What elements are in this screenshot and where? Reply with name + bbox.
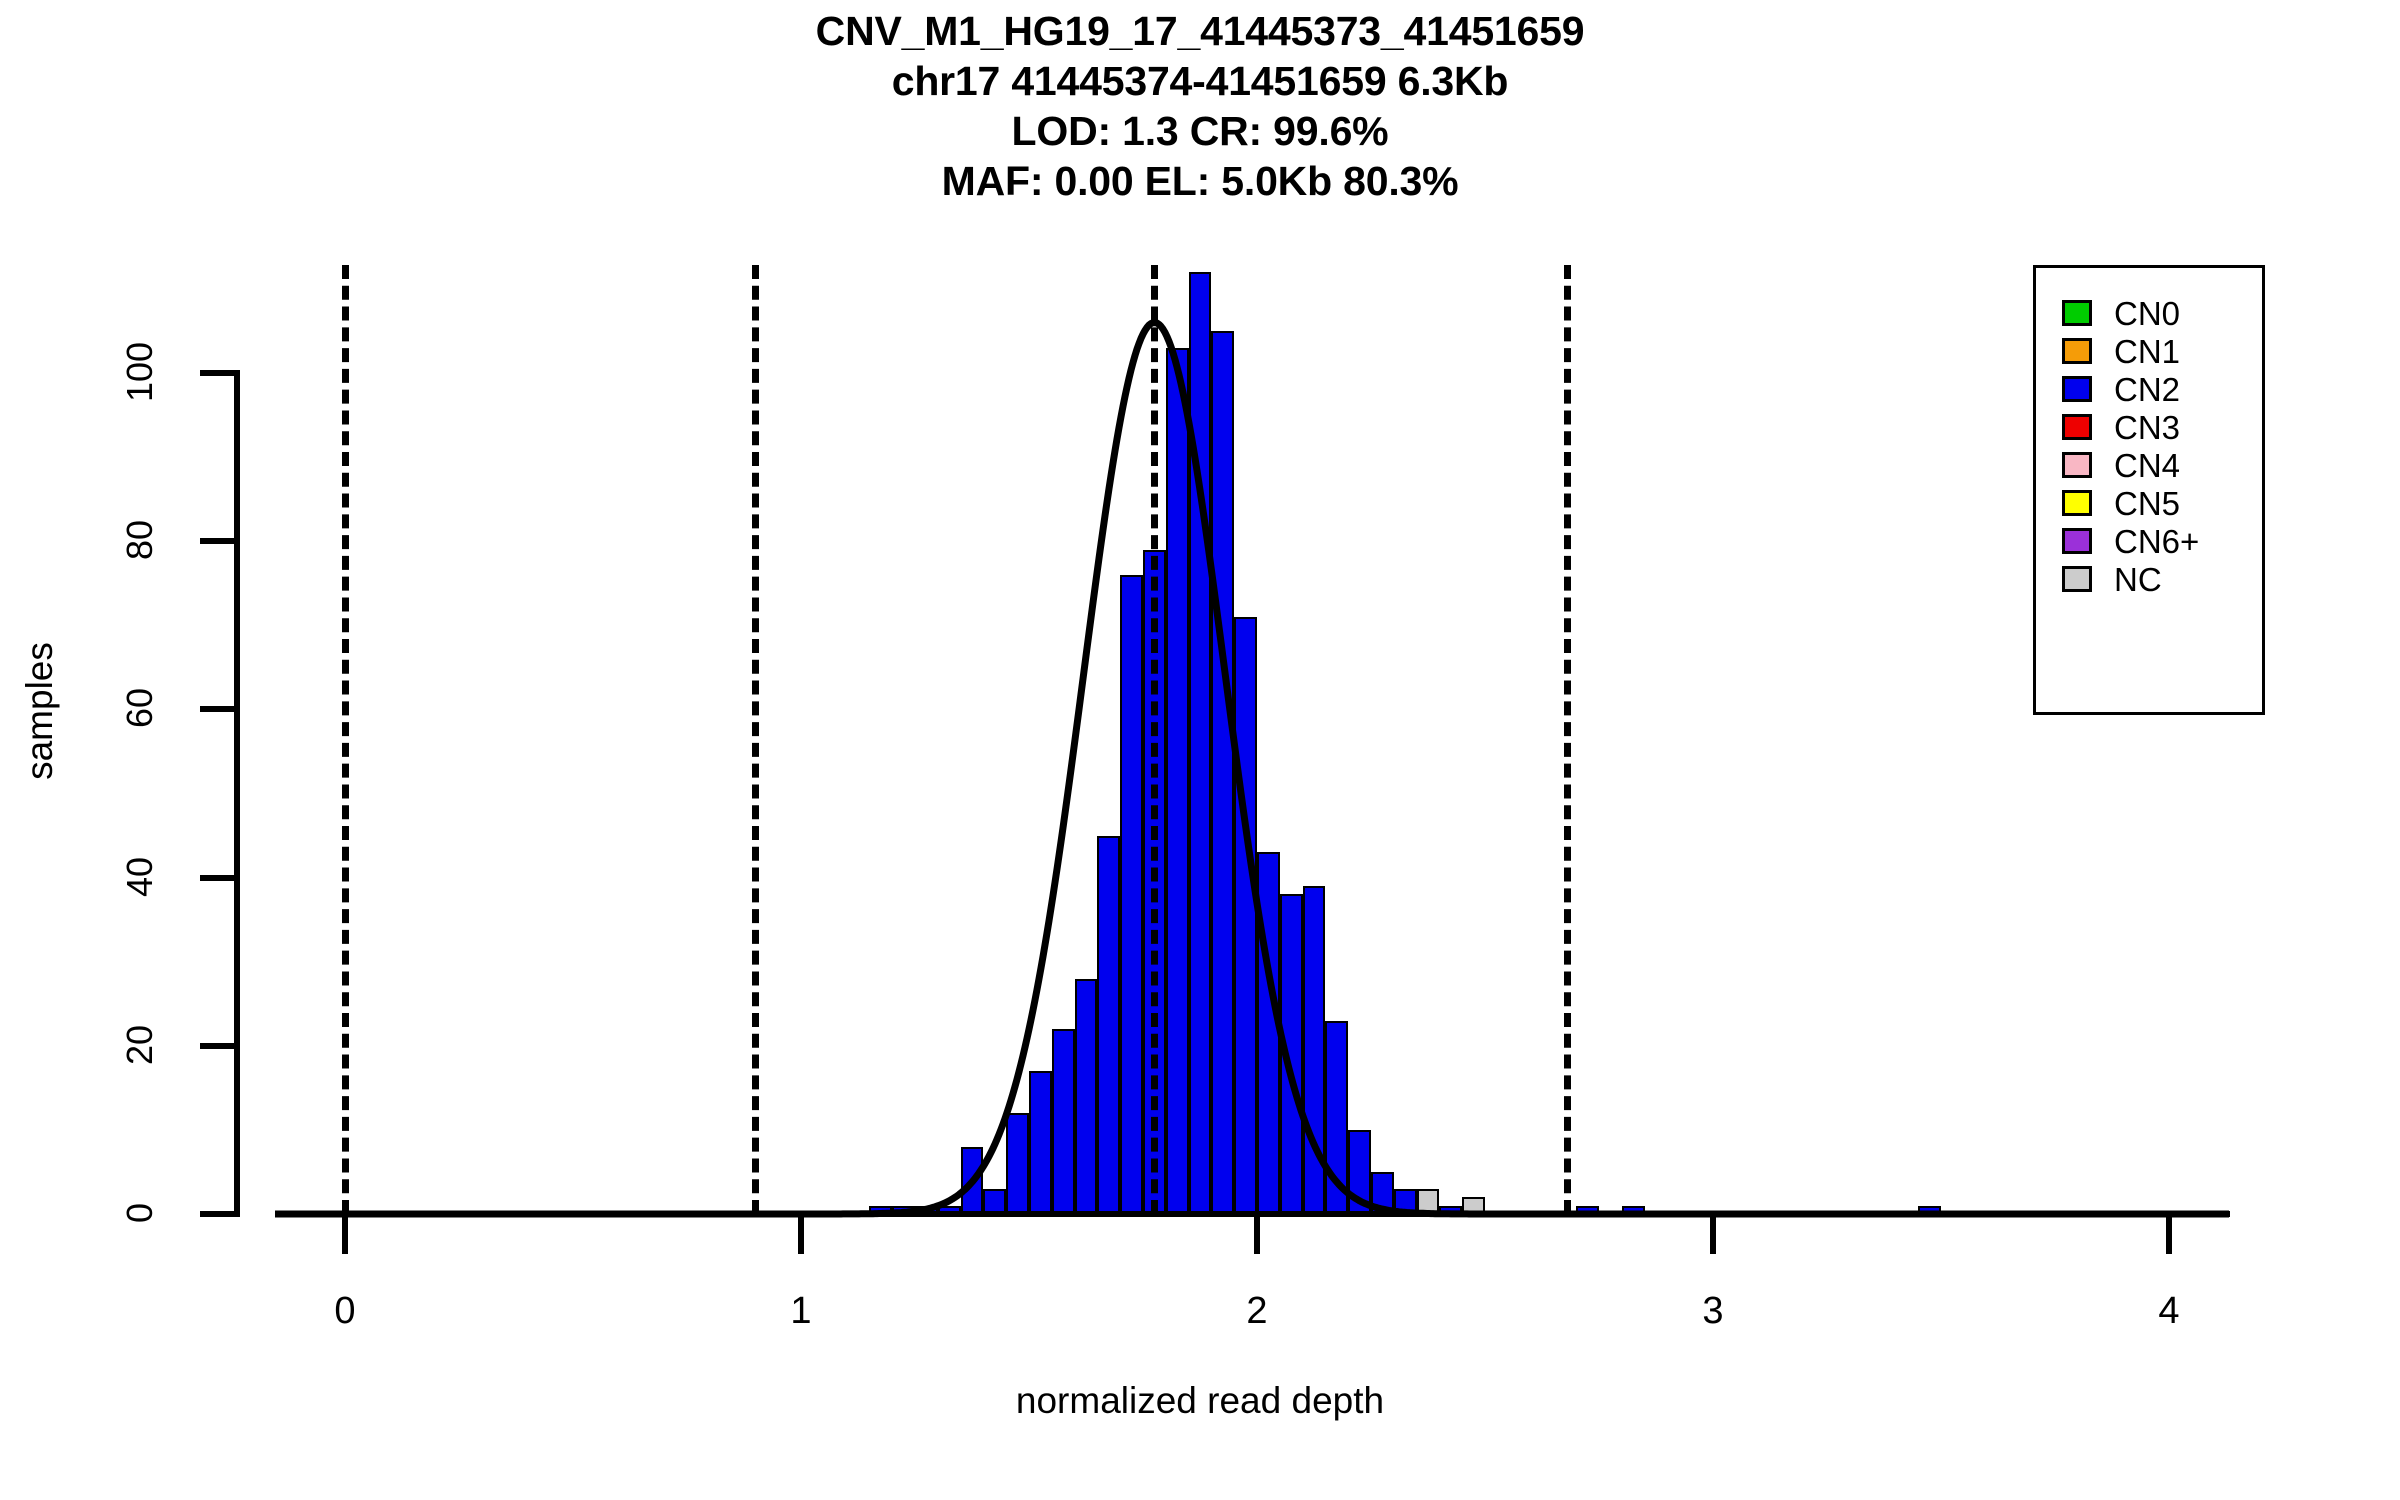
legend-item-label: CN6+ <box>2114 522 2200 560</box>
legend-item-label: CN5 <box>2114 484 2181 522</box>
histogram-bar <box>1257 852 1280 1214</box>
x-axis <box>275 1211 2230 1217</box>
x-tick-label: 2 <box>1246 1290 1268 1332</box>
legend-swatch-icon <box>2062 452 2092 478</box>
histogram-bar <box>1188 272 1212 1214</box>
histogram-bar <box>1074 978 1098 1214</box>
legend-item-label: NC <box>2114 560 2162 598</box>
histogram-bar <box>1097 835 1121 1214</box>
legend-item-label: CN4 <box>2114 446 2181 484</box>
legend-swatch-icon <box>2062 376 2092 402</box>
y-tick-mark <box>200 1211 240 1217</box>
legend-swatch-icon <box>2062 490 2092 516</box>
legend-item-cn6plus[interactable]: CN6+ <box>2062 522 2262 560</box>
histogram-bar <box>1006 1113 1029 1214</box>
title-line-4: MAF: 0.00 EL: 5.0Kb 80.3% <box>941 158 1459 204</box>
legend-item-label: CN2 <box>2114 370 2181 408</box>
legend-item-nc[interactable]: NC <box>2062 560 2262 598</box>
y-axis-label: samples <box>19 642 60 780</box>
threshold-line <box>752 265 760 1214</box>
histogram-bar <box>1302 886 1326 1214</box>
legend-item-label: CN3 <box>2114 408 2181 446</box>
legend-item-label: CN1 <box>2114 332 2181 370</box>
histogram-bar <box>1029 1071 1052 1214</box>
y-tick-label: 40 <box>119 856 160 897</box>
x-axis-label: normalized read depth <box>1015 1380 1385 1421</box>
legend-box: CN0 CN1 CN2 CN3 CN4 CN5 CN6+ NC <box>2033 265 2265 715</box>
histogram-bar <box>1234 616 1257 1214</box>
legend-swatch-icon <box>2062 300 2092 326</box>
y-tick-mark <box>200 874 240 881</box>
legend-item-cn4[interactable]: CN4 <box>2062 446 2262 484</box>
legend-swatch-icon <box>2062 338 2092 364</box>
y-tick-label: 20 <box>119 1024 160 1065</box>
histogram-bar <box>1211 330 1235 1214</box>
legend-item-cn1[interactable]: CN1 <box>2062 332 2262 370</box>
x-tick-mark <box>798 1214 804 1254</box>
histogram-bar <box>1165 347 1189 1214</box>
y-tick-label: 100 <box>119 341 160 403</box>
x-tick-label: 4 <box>2158 1290 2180 1332</box>
legend-item-label: CN0 <box>2114 294 2181 332</box>
y-tick-label: 80 <box>119 520 160 561</box>
legend-item-cn2[interactable]: CN2 <box>2062 370 2262 408</box>
threshold-line <box>342 265 349 1214</box>
x-tick-mark <box>342 1214 348 1254</box>
histogram-bar <box>1120 574 1143 1214</box>
title-line-1: CNV_M1_HG19_17_41445373_41451659 <box>815 8 1585 54</box>
y-tick-label: 60 <box>119 688 160 729</box>
legend-swatch-icon <box>2062 566 2092 592</box>
histogram-bar <box>1051 1028 1075 1214</box>
y-tick-mark <box>200 538 240 545</box>
histogram-bar <box>1371 1171 1394 1214</box>
y-tick-mark <box>200 1042 240 1049</box>
x-tick-label: 1 <box>790 1290 812 1332</box>
threshold-line <box>1151 265 1159 1214</box>
histogram-bar <box>960 1146 984 1214</box>
histogram-bar <box>1348 1129 1371 1214</box>
y-tick-mark <box>200 370 240 376</box>
threshold-line <box>1564 265 1572 1214</box>
legend-swatch-icon <box>2062 528 2092 554</box>
y-tick-label: 0 <box>119 1202 160 1224</box>
y-axis <box>234 373 240 1217</box>
x-tick-mark <box>1254 1214 1260 1254</box>
histogram-bar <box>1325 1020 1349 1214</box>
chart-title: CNV_M1_HG19_17_41445373_41451659 chr17 4… <box>0 6 2400 206</box>
x-tick-mark <box>2166 1214 2172 1254</box>
title-line-3: LOD: 1.3 CR: 99.6% <box>1011 108 1389 154</box>
y-tick-mark <box>200 706 240 713</box>
histogram-bar <box>1279 894 1303 1214</box>
x-tick-label: 0 <box>334 1290 356 1332</box>
title-line-2: chr17 41445374-41451659 6.3Kb <box>891 58 1509 104</box>
legend-swatch-icon <box>2062 414 2092 440</box>
x-tick-label: 3 <box>1702 1290 1724 1332</box>
legend-item-cn5[interactable]: CN5 <box>2062 484 2262 522</box>
legend-item-cn3[interactable]: CN3 <box>2062 408 2262 446</box>
legend-item-cn0[interactable]: CN0 <box>2062 294 2262 332</box>
x-tick-mark <box>1710 1214 1716 1254</box>
